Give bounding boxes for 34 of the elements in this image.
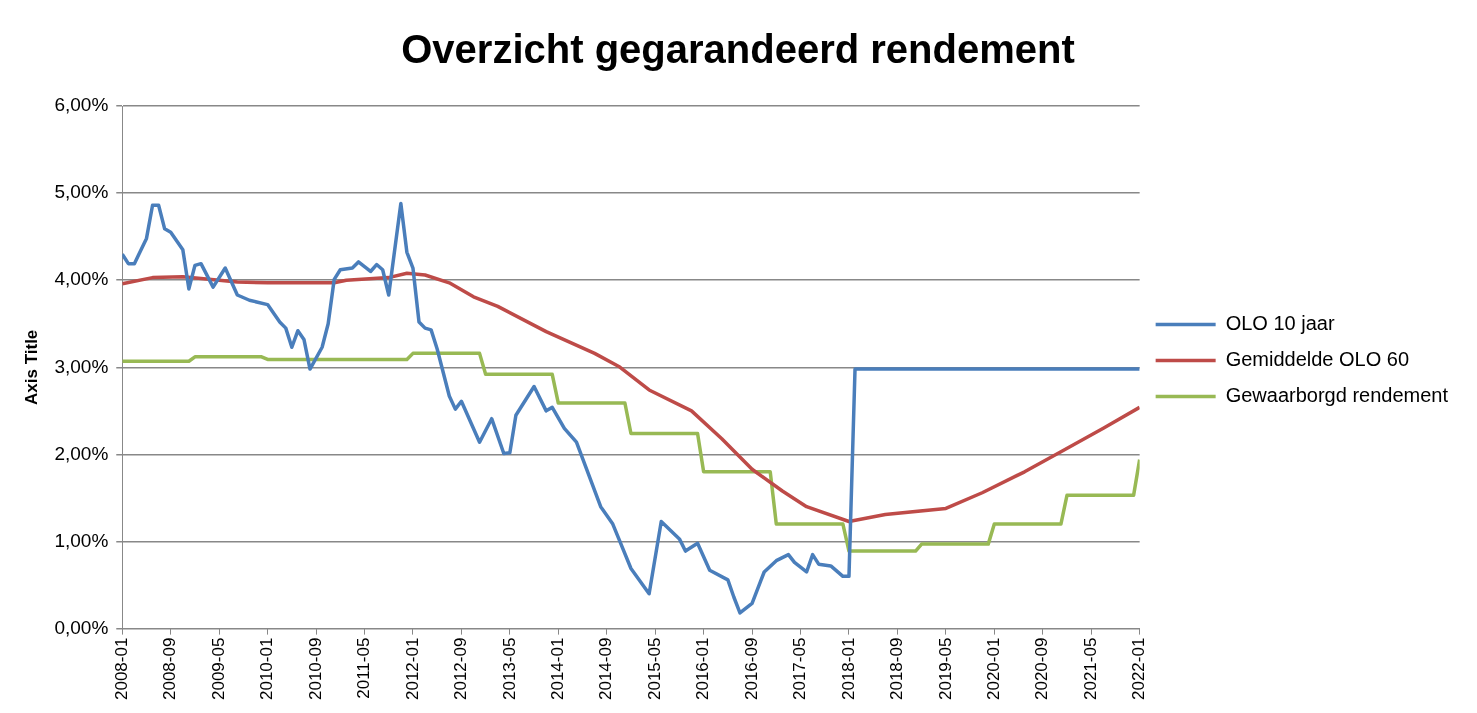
y-tick-label: 6,00% bbox=[54, 94, 109, 116]
x-tick-label: 2022-01 bbox=[1129, 637, 1149, 700]
y-tick-label: 3,00% bbox=[54, 355, 109, 377]
x-tick-label: 2019-05 bbox=[935, 637, 955, 700]
x-tick-label: 2012-01 bbox=[402, 637, 422, 700]
x-tick-label: 2008-01 bbox=[111, 637, 131, 700]
x-tick-label: 2016-09 bbox=[741, 637, 761, 700]
x-tick-label: 2010-01 bbox=[257, 637, 277, 700]
x-tick-label: 2008-09 bbox=[160, 637, 180, 700]
legend-label: OLO 10 jaar bbox=[1225, 312, 1335, 335]
x-tick-label: 2012-09 bbox=[451, 637, 471, 700]
x-tick-label: 2011-05 bbox=[354, 637, 374, 699]
x-tick-label: 2010-09 bbox=[305, 637, 325, 700]
x-tick-label: 2020-01 bbox=[983, 637, 1003, 700]
legend-label: Gewaarborgd rendement bbox=[1225, 384, 1449, 407]
x-tick-label: 2013-05 bbox=[499, 637, 519, 700]
y-tick-label: 4,00% bbox=[54, 268, 109, 290]
x-tick-label: 2018-01 bbox=[838, 637, 858, 700]
legend-label: Gemiddelde OLO 60 bbox=[1225, 348, 1410, 371]
y-tick-label: 0,00% bbox=[54, 616, 109, 638]
y-tick-label: 1,00% bbox=[54, 529, 109, 551]
y-axis-title: Axis Title bbox=[21, 329, 41, 405]
x-tick-label: 2020-09 bbox=[1032, 637, 1052, 700]
x-tick-label: 2014-09 bbox=[596, 637, 616, 700]
x-tick-label: 2009-05 bbox=[208, 637, 228, 700]
x-tick-label: 2016-01 bbox=[693, 637, 713, 700]
x-tick-label: 2017-05 bbox=[790, 637, 810, 700]
x-tick-label: 2015-05 bbox=[644, 637, 664, 700]
x-tick-label: 2014-01 bbox=[547, 637, 567, 700]
x-tick-label: 2018-09 bbox=[887, 637, 907, 700]
y-tick-label: 5,00% bbox=[54, 181, 109, 203]
chart-title: Overzicht gegarandeerd rendement bbox=[401, 27, 1075, 72]
y-tick-label: 2,00% bbox=[54, 442, 109, 464]
x-tick-label: 2021-05 bbox=[1080, 637, 1100, 700]
